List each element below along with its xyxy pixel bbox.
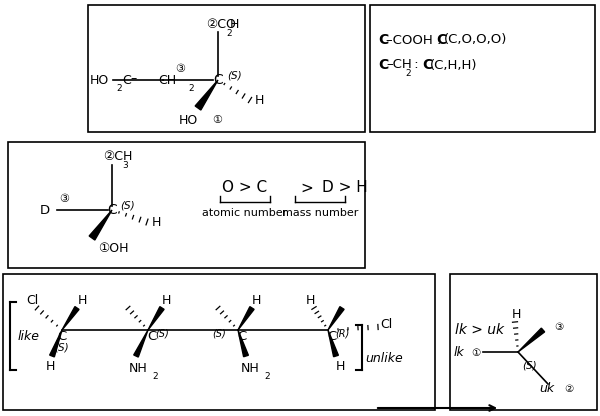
Text: D > H: D > H [322,181,368,196]
Text: ①OH: ①OH [98,243,128,255]
Text: 2: 2 [226,29,232,38]
Text: (S): (S) [155,328,169,338]
Text: (C,H,H): (C,H,H) [430,59,478,72]
Text: atomic number: atomic number [202,208,287,218]
Text: ③: ③ [59,194,69,204]
Text: C: C [378,33,388,47]
Polygon shape [518,328,545,352]
Text: ③: ③ [175,64,185,74]
Text: (S): (S) [227,70,242,80]
Text: –: – [131,72,137,86]
Polygon shape [238,330,248,357]
Text: NH: NH [128,362,148,374]
Text: Cl: Cl [380,319,392,332]
Text: H: H [161,294,170,307]
Text: ②CH: ②CH [103,151,133,163]
Polygon shape [238,307,254,330]
Text: C: C [436,33,446,47]
Bar [450,274,597,410]
Text: ②: ② [564,384,573,394]
Text: 2: 2 [405,69,410,78]
Text: 2: 2 [264,372,269,381]
Text: C: C [378,58,388,72]
Bar [3,274,435,410]
Polygon shape [89,210,112,240]
Text: C: C [58,329,67,342]
Text: uk: uk [539,382,554,396]
Text: ①: ① [471,348,480,358]
Bar [370,5,595,132]
Text: C: C [422,58,432,72]
Bar [88,5,365,132]
Text: (S): (S) [212,328,226,338]
Text: NH: NH [241,362,259,374]
Text: O > C: O > C [223,181,268,196]
Text: CH: CH [158,74,176,87]
Text: :: : [410,59,423,72]
Text: Cl: Cl [26,294,38,307]
Text: >: > [301,181,313,196]
Text: C: C [328,329,337,342]
Text: ①: ① [212,115,222,125]
Text: H: H [251,294,260,307]
Text: H: H [77,294,86,307]
Text: C: C [122,74,131,87]
Text: H: H [511,307,521,320]
Bar [8,142,365,268]
Text: mass number: mass number [282,208,358,218]
Text: lk > uk: lk > uk [455,323,504,337]
Text: lk: lk [453,346,464,359]
Text: unlike: unlike [365,352,403,364]
Text: HO: HO [90,74,109,87]
Text: H: H [255,94,265,106]
Text: C: C [148,329,157,342]
Text: C: C [107,203,117,217]
Polygon shape [148,307,164,330]
Text: HO: HO [179,114,198,126]
Text: D: D [40,203,50,216]
Polygon shape [134,330,148,357]
Text: (R): (R) [335,328,349,338]
Text: (C,O,O,O): (C,O,O,O) [444,34,508,47]
Text: 2: 2 [116,84,122,93]
Polygon shape [195,80,218,110]
Text: ③: ③ [554,322,563,332]
Text: like: like [18,329,40,342]
Text: –CH: –CH [386,59,412,72]
Polygon shape [50,330,62,357]
Text: C: C [213,73,223,87]
Text: 3: 3 [122,161,128,170]
Text: H: H [230,18,239,32]
Polygon shape [62,307,79,330]
Text: ②CO: ②CO [206,18,236,32]
Text: (S): (S) [120,200,134,210]
Text: C: C [238,329,247,342]
Text: 2: 2 [152,372,158,381]
Polygon shape [328,330,338,357]
Text: H: H [46,361,55,374]
Text: H: H [152,215,161,228]
Text: 2: 2 [188,84,194,93]
Text: (S): (S) [55,343,70,353]
Text: –COOH :: –COOH : [386,34,446,47]
Text: (S): (S) [522,361,536,371]
Text: H: H [305,294,314,307]
Text: H: H [335,361,344,374]
Polygon shape [328,307,344,330]
